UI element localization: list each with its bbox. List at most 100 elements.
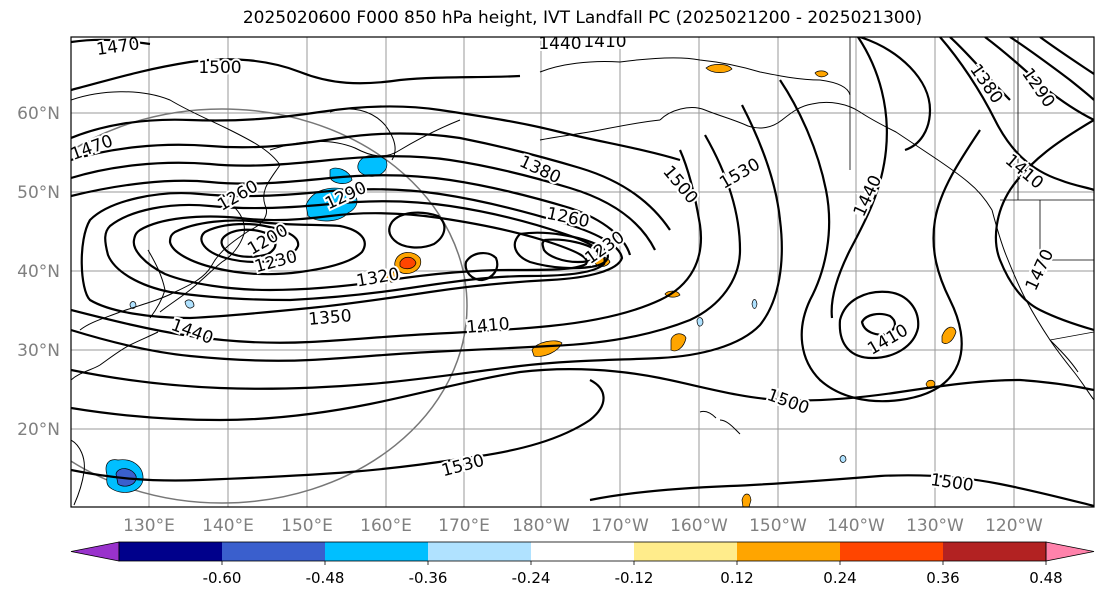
latitude-label: 30°N	[17, 341, 60, 361]
contour-trough-east	[779, 79, 981, 403]
longitude-label: 170°W	[591, 516, 649, 536]
colorbar-tick-label: -0.36	[409, 569, 448, 587]
latitude-label: 60°N	[17, 104, 60, 124]
contour-1260-loop	[168, 219, 366, 276]
colorbar-tick-label: 0.48	[1029, 569, 1062, 587]
colorbar: -0.60 -0.48 -0.36 -0.24 -0.12 0.12 0.24 0.36 0.4…	[70, 541, 1095, 587]
contour-1470	[71, 105, 681, 162]
positive-anomaly-central	[670, 333, 687, 352]
contour-1500-far-south	[589, 474, 1094, 507]
contour-label: 1500	[198, 58, 241, 78]
positive-anomaly-gulf-alaska	[705, 64, 733, 73]
colorbar-segment	[428, 542, 532, 561]
negative-anomaly-kamchatka	[357, 155, 388, 177]
colorbar-extend-high	[1045, 541, 1095, 562]
map-title: 2025020600 F000 850 hPa height, IVT Land…	[242, 8, 923, 28]
contour-1410	[71, 155, 656, 251]
longitude-label: 150°W	[749, 516, 807, 536]
contour-1380	[71, 174, 632, 256]
negative-anomaly-small-3	[696, 317, 704, 327]
longitude-label: 140°E	[202, 516, 254, 536]
colorbar-tick-label: 0.36	[926, 569, 959, 587]
negative-anomaly-small-1	[751, 299, 758, 309]
contour-1470-nw	[71, 38, 151, 46]
latitude-label: 40°N	[17, 262, 60, 282]
contour-1530-south	[71, 379, 605, 482]
colorbar-segment	[840, 542, 944, 561]
range-circle	[71, 108, 468, 504]
contour-1260-east-loop	[513, 231, 609, 270]
coastline-us-west	[991, 209, 1094, 401]
positive-anomaly-east	[941, 326, 957, 344]
contour-1500-north	[71, 58, 521, 92]
contour-1380-east	[949, 37, 1011, 101]
contour-1440	[71, 132, 671, 231]
colorbar-outline	[118, 541, 1047, 562]
contour-1440-south	[71, 134, 742, 362]
coastline-canada	[811, 101, 993, 211]
longitude-label: 160°W	[670, 516, 728, 536]
contour-1260-east	[1039, 37, 1094, 75]
contour-low-center-1	[388, 211, 446, 249]
contour-east-low-inner	[860, 312, 896, 336]
contour-1320-east	[984, 37, 1094, 121]
coastline-alaska-pen	[659, 103, 813, 129]
colorbar-segment	[737, 542, 841, 561]
longitude-label: 130°E	[123, 516, 175, 536]
latitude-label: 20°N	[17, 420, 60, 440]
longitude-label: 130°W	[906, 516, 964, 536]
coastline-china	[71, 331, 159, 381]
colorbar-segment	[119, 542, 223, 561]
positive-anomaly-small-6	[814, 70, 829, 78]
us-mexico-border	[1049, 331, 1094, 341]
height-contours	[71, 37, 1094, 507]
colorbar-segment	[325, 542, 429, 561]
contour-label: 1440	[538, 34, 581, 54]
coastline-alaska	[539, 57, 851, 96]
contour-1470-south	[71, 104, 783, 390]
colorbar-tick-label: -0.12	[615, 569, 654, 587]
colorbar-tick-label: -0.24	[512, 569, 551, 587]
contour-1410-east	[939, 37, 1094, 192]
contour-label: 1410	[583, 32, 626, 52]
colorbar-tick-label: -0.60	[203, 569, 242, 587]
contour-1230-loop	[200, 222, 300, 264]
contour-label: 1410	[466, 314, 511, 338]
colorbar-tick-label: -0.48	[306, 569, 345, 587]
contour-1410-south	[71, 149, 703, 344]
contour-east-low-1410	[838, 290, 920, 360]
contour-label: 1350	[308, 306, 353, 330]
contour-1470-east	[994, 119, 1094, 332]
latitude-label: 50°N	[17, 183, 60, 203]
negative-anomaly-small-5	[184, 299, 195, 309]
contour-1440-east	[830, 37, 888, 319]
contour-1230-east-loop	[541, 238, 600, 264]
map-frame	[70, 36, 1095, 508]
negative-anomaly-north	[329, 167, 353, 184]
coastline-aleutians	[539, 119, 661, 141]
contour-1350-loop	[80, 188, 624, 320]
colorbar-segment	[943, 542, 1047, 561]
colorbar-segment	[222, 542, 326, 561]
contour-1500-ne	[859, 37, 932, 152]
contour-1290-east	[1009, 37, 1094, 101]
longitude-label: 180°W	[512, 516, 570, 536]
coastline-asia	[71, 91, 281, 331]
contour-low-center-2	[464, 252, 499, 282]
hawaii	[699, 411, 741, 435]
negative-anomaly-small-2	[839, 455, 847, 463]
longitude-label: 160°E	[360, 516, 412, 536]
longitude-labels: 130°E 140°E 150°E 160°E 170°E 180°W 170°W 160°W…	[123, 516, 1043, 536]
longitude-label: 150°E	[281, 516, 333, 536]
positive-anomaly-small-4	[741, 493, 752, 507]
colorbar-segment	[531, 542, 635, 561]
gridlines	[71, 37, 1094, 507]
colorbar-extend-low	[70, 541, 120, 562]
contour-1320-loop	[104, 200, 606, 302]
positive-anomaly-north-pacific-core	[399, 256, 417, 270]
contour-1500-south	[71, 368, 1094, 422]
colorbar-segment	[634, 542, 738, 561]
longitude-label: 170°E	[438, 516, 490, 536]
